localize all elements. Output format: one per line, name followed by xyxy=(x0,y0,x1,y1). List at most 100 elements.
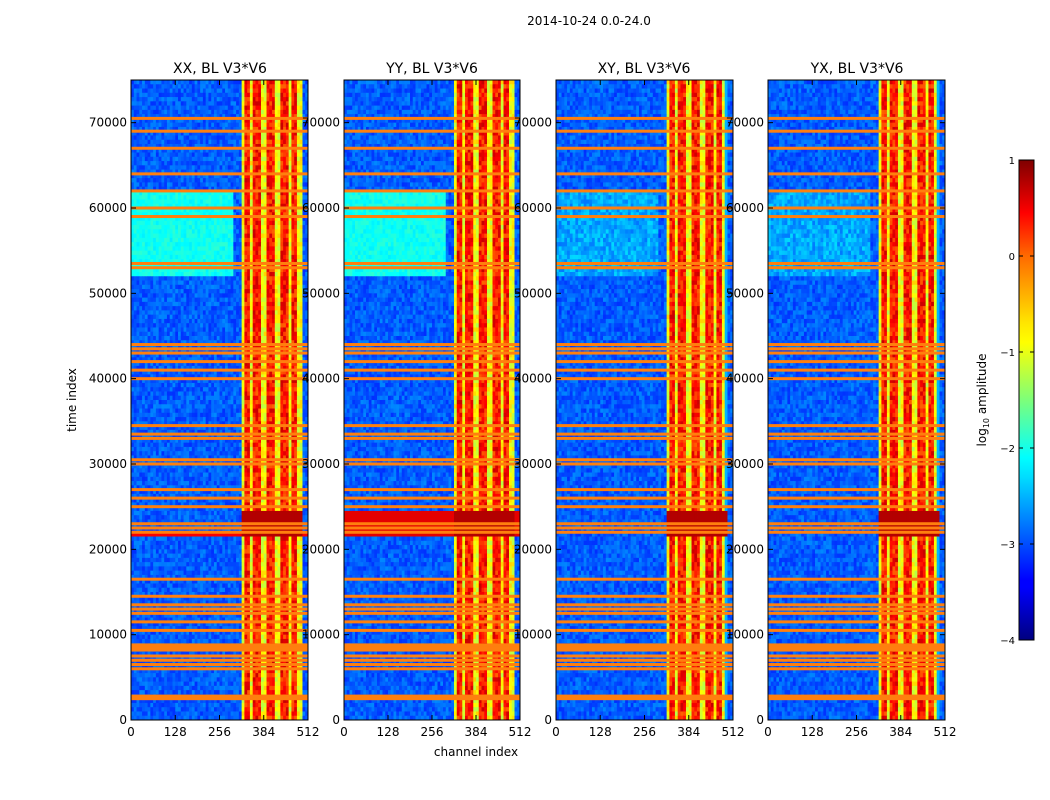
heat-cell xyxy=(164,139,168,145)
heat-cell xyxy=(208,178,212,183)
heat-cell xyxy=(208,139,212,145)
heat-cell xyxy=(285,293,290,298)
heat-cell xyxy=(305,370,309,375)
heat-cell xyxy=(247,382,251,388)
heat-cell xyxy=(225,178,229,183)
heat-cell xyxy=(131,114,135,119)
heat-cell xyxy=(139,348,143,354)
heat-cell xyxy=(169,178,173,183)
heat-cell xyxy=(189,97,193,102)
heat-cell xyxy=(164,293,168,298)
heat-cell xyxy=(202,400,207,405)
heat-cell xyxy=(161,391,165,397)
heat-cell xyxy=(175,182,179,188)
heat-cell xyxy=(178,126,182,132)
heat-cell xyxy=(305,84,309,89)
heat-cell xyxy=(194,135,198,141)
heat-cell xyxy=(211,314,215,320)
heat-cell xyxy=(197,280,201,286)
heat-cell xyxy=(219,186,223,192)
heat-cell xyxy=(255,161,259,166)
heat-cell xyxy=(166,173,171,179)
heat-cell xyxy=(144,289,148,294)
heat-cell xyxy=(169,246,173,252)
heat-cell xyxy=(227,161,231,166)
heat-cell xyxy=(205,212,209,217)
heat-cell xyxy=(208,353,212,358)
heat-cell xyxy=(233,408,237,414)
heat-cell xyxy=(241,109,245,115)
heat-cell xyxy=(205,297,209,303)
heat-cell xyxy=(263,212,267,217)
heat-cell xyxy=(202,186,207,192)
heat-cell xyxy=(296,327,301,333)
heat-cell xyxy=(247,365,251,371)
heat-cell xyxy=(136,220,140,226)
heat-cell xyxy=(178,186,182,192)
heat-cell xyxy=(244,173,248,179)
heat-cell xyxy=(189,114,193,119)
heat-cell xyxy=(244,126,248,132)
heat-cell xyxy=(180,109,184,115)
heat-cell xyxy=(213,370,218,375)
heat-cell xyxy=(136,378,140,384)
heat-cell xyxy=(291,267,295,273)
heat-cell xyxy=(180,318,184,324)
heat-cell xyxy=(180,357,184,362)
heat-cell xyxy=(205,220,209,226)
heat-cell xyxy=(244,408,248,414)
heat-cell xyxy=(230,353,234,358)
heat-cell xyxy=(285,237,290,243)
heat-cell xyxy=(191,263,196,269)
heat-cell xyxy=(216,404,220,409)
heat-cell xyxy=(197,276,201,281)
heat-cell xyxy=(263,310,267,316)
heat-cell xyxy=(280,289,284,294)
heat-cell xyxy=(142,190,146,196)
heat-cell xyxy=(260,284,265,290)
heat-cell xyxy=(230,318,234,324)
heat-cell xyxy=(205,148,209,153)
heat-cell xyxy=(280,293,284,298)
heat-cell xyxy=(147,114,151,119)
heat-cell xyxy=(161,336,165,341)
heat-cell xyxy=(241,80,245,85)
heat-cell xyxy=(150,348,154,354)
heat-cell xyxy=(194,242,198,247)
heat-cell xyxy=(169,267,173,273)
heat-cell xyxy=(222,148,226,153)
heat-cell xyxy=(230,92,234,98)
heat-cell xyxy=(175,284,179,290)
heat-cell xyxy=(247,327,251,333)
heat-cell xyxy=(252,272,256,277)
heat-cell xyxy=(238,212,243,217)
heat-cell xyxy=(136,314,140,320)
heat-cell xyxy=(172,378,176,384)
heat-cell xyxy=(142,88,146,94)
heat-cell xyxy=(186,336,190,341)
heat-cell xyxy=(260,220,265,226)
heat-cell xyxy=(183,88,187,94)
heat-cell xyxy=(219,97,223,102)
heat-cell xyxy=(225,348,229,354)
heat-cell xyxy=(202,276,207,281)
heat-cell xyxy=(191,186,196,192)
heat-cell xyxy=(189,331,193,337)
heat-cell xyxy=(194,88,198,94)
heat-cell xyxy=(241,237,245,243)
heat-cell xyxy=(202,391,207,397)
heat-cell xyxy=(144,370,148,375)
heat-cell xyxy=(189,272,193,277)
heat-cell xyxy=(283,327,287,333)
heat-cell xyxy=(247,318,251,324)
heat-cell xyxy=(150,229,154,234)
heat-cell xyxy=(178,344,182,350)
heat-cell xyxy=(155,169,160,175)
heat-cell xyxy=(186,272,190,277)
heat-cell xyxy=(200,101,204,106)
heat-cell xyxy=(161,148,165,153)
heat-cell xyxy=(258,165,262,170)
heat-cell xyxy=(225,378,229,384)
heat-cell xyxy=(222,272,226,277)
heat-cell xyxy=(283,156,287,162)
